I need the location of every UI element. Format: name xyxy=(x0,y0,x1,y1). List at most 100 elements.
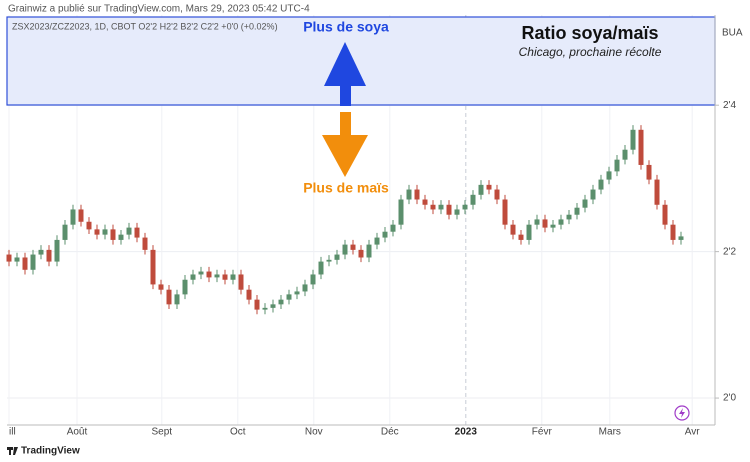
alert-icon[interactable] xyxy=(674,405,690,421)
candle-body xyxy=(638,129,644,165)
candle-body xyxy=(134,227,140,238)
candle-body xyxy=(462,204,468,210)
candle-body xyxy=(486,184,492,190)
soy-zone xyxy=(6,16,716,106)
candle-body xyxy=(222,274,228,280)
x-tick-label: Mars xyxy=(599,427,621,438)
brand: TradingView xyxy=(21,446,80,457)
candle-body xyxy=(478,184,484,195)
candle-body xyxy=(526,224,532,240)
candle-body xyxy=(6,254,12,262)
candle-body xyxy=(542,219,548,228)
candle-body xyxy=(518,234,524,240)
published-note: Grainwiz a publié sur TradingView.com, M… xyxy=(8,4,310,15)
candle-body xyxy=(630,129,636,150)
candle-body xyxy=(446,204,452,215)
candle-body xyxy=(70,209,76,225)
candle-body xyxy=(454,209,460,215)
candle-body xyxy=(470,194,476,205)
candle-body xyxy=(206,271,212,278)
brand-logo xyxy=(7,447,18,455)
candle-body xyxy=(558,219,564,225)
candle-body xyxy=(342,244,348,255)
candle-body xyxy=(302,284,308,292)
x-tick-label: Nov xyxy=(305,427,323,438)
down-arrow-head xyxy=(322,135,368,177)
x-tick-label: ill xyxy=(9,427,16,438)
candle-body xyxy=(598,179,604,190)
candle-body xyxy=(318,261,324,275)
candle-body xyxy=(174,294,180,305)
candle-body xyxy=(294,291,300,295)
candle-body xyxy=(254,299,260,310)
up-arrow-head xyxy=(324,42,366,86)
candle-body xyxy=(334,254,340,260)
y-tick-label: 2'0 xyxy=(723,393,736,404)
candle-body xyxy=(22,257,28,270)
candle-body xyxy=(574,207,580,215)
candles xyxy=(6,125,684,315)
candle-body xyxy=(38,249,44,255)
candle-body xyxy=(310,274,316,285)
candle-body xyxy=(374,237,380,245)
candle-body xyxy=(182,279,188,295)
candle-body xyxy=(286,294,292,300)
candle-body xyxy=(366,244,372,258)
candle-body xyxy=(494,189,500,200)
candle-body xyxy=(14,257,20,262)
candle-body xyxy=(566,214,572,220)
candle-body xyxy=(246,289,252,300)
up-arrow-shaft xyxy=(340,85,351,106)
candle-body xyxy=(670,224,676,240)
soy-annotation: Plus de soya xyxy=(303,19,389,35)
candle-body xyxy=(238,274,244,290)
chart-subtitle: Chicago, prochaine récolte xyxy=(519,45,662,59)
candle-body xyxy=(78,209,84,222)
candle-body xyxy=(46,249,52,262)
x-tick-label: Févr xyxy=(532,427,553,438)
y-top-label: BUA xyxy=(722,28,743,39)
candle-body xyxy=(582,199,588,208)
x-tick-label: Sept xyxy=(152,427,173,438)
candle-body xyxy=(654,179,660,205)
symbol-line: ZSX2023/ZCZ2023, 1D, CBOT O2'2 H2'2 B2'2… xyxy=(12,21,278,31)
candle-body xyxy=(382,231,388,238)
candle-body xyxy=(278,299,284,305)
candle-body xyxy=(326,259,332,262)
y-tick-label: 2'4 xyxy=(723,100,736,111)
candle-body xyxy=(550,224,556,228)
candle-body xyxy=(214,274,220,278)
down-arrow-shaft xyxy=(340,112,351,136)
alert-bolt xyxy=(679,408,685,418)
candle-body xyxy=(262,307,268,310)
candle-body xyxy=(54,239,60,262)
candle-body xyxy=(190,274,196,280)
candle-body xyxy=(350,244,356,250)
candle-body xyxy=(358,249,364,258)
candle-body xyxy=(86,221,92,230)
candle-body xyxy=(142,237,148,250)
candle-body xyxy=(534,219,540,225)
candle-body xyxy=(622,149,628,160)
chart-title: Ratio soya/maïs xyxy=(521,23,658,43)
candle-body xyxy=(94,229,100,235)
x-tick-label: 2023 xyxy=(455,427,478,438)
candle-body xyxy=(126,227,132,235)
x-tick-label: Oct xyxy=(230,427,246,438)
candle-body xyxy=(614,159,620,172)
candle-body xyxy=(166,289,172,305)
candle-body xyxy=(62,224,68,240)
candle-body xyxy=(198,271,204,275)
x-tick-label: Avr xyxy=(685,427,700,438)
candle-body xyxy=(502,199,508,225)
candle-body xyxy=(270,304,276,308)
candle-body xyxy=(158,284,164,290)
candle-body xyxy=(118,234,124,240)
candle-body xyxy=(422,199,428,205)
candle-body xyxy=(438,204,444,210)
candle-body xyxy=(398,199,404,225)
x-tick-label: Déc xyxy=(381,427,399,438)
candle-body xyxy=(606,171,612,180)
candle-body xyxy=(406,189,412,200)
